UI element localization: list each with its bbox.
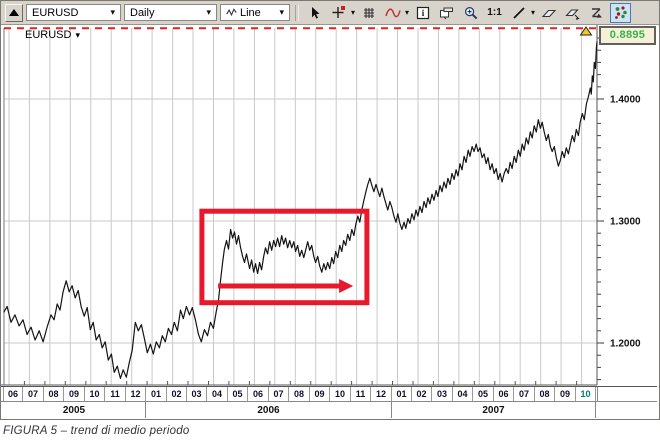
chevron-down-icon: ▾ [206,7,211,17]
zigzag-line-icon [226,8,237,17]
month-cell: 12 [126,387,146,401]
symbol-select[interactable]: EURUSD ▾ [26,4,121,21]
month-cell: 05 [473,387,494,401]
collapse-button[interactable] [5,3,23,22]
toolbar: EURUSD ▾ Daily ▾ Line ▾ ▾ [1,1,659,25]
axis-corner [597,387,657,402]
time-axis[interactable]: 06 07 08 09 10 11 12 01 02 03 04 05 06 07 08 09 10 11 12 01… [1,386,657,418]
toolbar-separator [295,4,299,21]
price-chart: 1.2000 1.3000 1.4000 [1,25,641,386]
chevron-down-icon: ▾ [110,7,115,17]
measure-tool-button[interactable] [586,3,607,23]
symbol-value: EURUSD [32,6,79,19]
month-cell: 01 [392,387,412,401]
month-cell: 10 [330,387,351,401]
cursor-icon [311,6,319,19]
month-cell: 09 [310,387,330,401]
eraser-button[interactable] [538,3,559,23]
magnifier-plus-icon [464,6,477,19]
month-cell: 06 [494,387,514,401]
chevron-down-icon: ▾ [279,7,284,17]
trendline-tool-button[interactable] [508,3,529,23]
month-cell: 08 [44,387,64,401]
month-cell: 01 [146,387,167,401]
zoom-reset-button[interactable]: 1:1 [484,3,505,23]
timeframe-value: Daily [130,6,155,19]
month-cell: 06 [3,387,23,401]
month-cell: 10 [85,387,105,401]
indicators-button[interactable] [382,3,403,23]
pointer-tool-button[interactable] [304,3,325,23]
month-cell: 12 [371,387,392,401]
month-cell: 06 [248,387,269,401]
year-cell: 2007 [392,402,596,418]
month-cell: 09 [64,387,85,401]
chevron-down-icon[interactable]: ▾ [405,8,410,17]
price-line [3,41,598,379]
year-cell: 2006 [146,402,392,418]
month-cell: 08 [289,387,310,401]
svg-text:i: i [421,8,424,18]
chevron-down-icon[interactable]: ▾ [531,8,536,17]
crosshair-tool-button[interactable] [328,3,349,23]
month-cell: 02 [412,387,432,401]
info-icon: i [416,6,429,19]
annotation-rectangle[interactable] [199,208,370,306]
month-cell: 04 [453,387,473,401]
charttype-value: Line [240,6,261,19]
grid-icon [363,7,374,18]
month-cell: 07 [23,387,44,401]
colors-button[interactable] [610,2,632,23]
month-cell: 11 [105,387,126,401]
eraser-icon [541,9,556,17]
figure-caption: FIGURA 5 – trend di medio periodo [3,425,190,437]
month-cell: 08 [535,387,555,401]
month-cell: 07 [269,387,289,401]
month-cell: 07 [514,387,535,401]
charttype-select[interactable]: Line ▾ [220,4,290,21]
chart-symbol-text: EURUSD [25,29,72,41]
one-to-one-label: 1:1 [487,7,502,18]
month-cell: 03 [432,387,453,401]
timeframe-select[interactable]: Daily ▾ [124,4,217,21]
annotation-arrow-head [339,279,354,293]
last-price-marker-icon [579,26,593,36]
y-axis-label: 1.4000 [610,95,641,106]
zoom-in-button[interactable] [460,3,481,23]
zigzag-measure-icon [592,7,603,18]
tag-window-icon [440,7,454,19]
chart-window: EURUSD ▾ Daily ▾ Line ▾ ▾ [0,0,660,420]
indicator-wave-icon [384,8,401,17]
chart-area[interactable]: 1.2000 1.3000 1.4000 EURUSD ▾ 0.8895 [1,25,657,386]
crosshair-icon [332,6,345,18]
collapse-triangle-icon [9,9,19,16]
info-button[interactable]: i [412,3,433,23]
y-axis-label: 1.3000 [610,217,641,228]
chevron-down-icon[interactable]: ▾ [351,8,356,17]
trendline-icon [512,6,525,19]
month-cell: 02 [167,387,187,401]
month-cell: 03 [187,387,207,401]
y-axis-label: 1.2000 [610,339,641,350]
color-dots-icon [615,6,627,19]
label-tool-button[interactable] [436,3,457,23]
year-cell: 2005 [3,402,146,418]
grid-button[interactable] [358,3,379,23]
month-cell: 05 [228,387,248,401]
last-price-badge: 0.8895 [599,26,656,45]
month-cell: 10 [576,387,596,401]
eraser-cursor-icon [564,8,580,20]
month-cell: 09 [555,387,576,401]
eraser-all-button[interactable] [562,3,583,23]
chart-symbol-label[interactable]: EURUSD ▾ [25,29,80,41]
months-row: 06 07 08 09 10 11 12 01 02 03 04 05 06 07 08 09 10 11 12 01… [1,387,657,402]
years-row: 2005 2006 2007 [1,402,657,418]
month-cell: 04 [207,387,228,401]
chevron-down-icon: ▾ [75,29,80,40]
month-cell: 11 [351,387,371,401]
